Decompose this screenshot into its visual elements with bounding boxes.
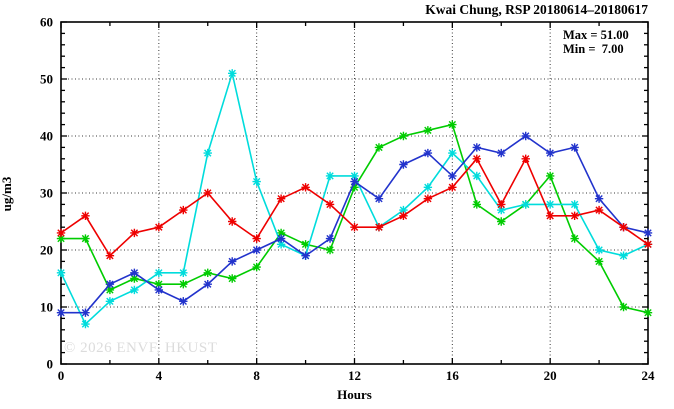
series-cyan <box>56 69 653 329</box>
svg-text:20: 20 <box>544 368 557 383</box>
x-axis-title: Hours <box>337 387 372 402</box>
svg-text:4: 4 <box>156 368 163 383</box>
stats-box: Max = 51.00 Min = 7.00 <box>563 28 629 56</box>
svg-text:12: 12 <box>348 368 361 383</box>
series-cyan-markers <box>56 69 653 329</box>
series-cyan-line <box>60 70 649 326</box>
svg-text:24: 24 <box>642 368 656 383</box>
svg-text:50: 50 <box>40 72 53 87</box>
svg-text:8: 8 <box>253 368 260 383</box>
chart-title: Kwai Chung, RSP 20180614–20180617 <box>425 2 648 17</box>
svg-text:0: 0 <box>47 357 54 372</box>
series-blue <box>56 131 653 317</box>
svg-text:16: 16 <box>446 368 460 383</box>
svg-text:40: 40 <box>40 129 53 144</box>
series-green-markers <box>56 120 653 317</box>
watermark: © 2026 ENVF, HKUST <box>64 340 218 356</box>
series-blue-markers <box>56 131 653 317</box>
svg-text:10: 10 <box>40 300 53 315</box>
svg-text:20: 20 <box>40 243 53 258</box>
y-axis-title: ug/m3 <box>0 176 14 212</box>
svg-text:30: 30 <box>40 186 53 201</box>
grid-lines <box>61 22 648 364</box>
axis-ticks <box>60 21 649 365</box>
plot-border <box>60 21 649 365</box>
svg-text:60: 60 <box>40 15 53 30</box>
tick-labels: 0 10 20 30 40 50 60 0 4 8 12 16 20 24 <box>40 15 655 384</box>
min-value-label: Min = 7.00 <box>563 42 624 56</box>
svg-text:0: 0 <box>58 368 65 383</box>
series-green <box>56 120 653 317</box>
series-red <box>56 154 653 260</box>
max-value-label: Max = 51.00 <box>563 28 629 42</box>
series-red-markers <box>56 154 653 260</box>
